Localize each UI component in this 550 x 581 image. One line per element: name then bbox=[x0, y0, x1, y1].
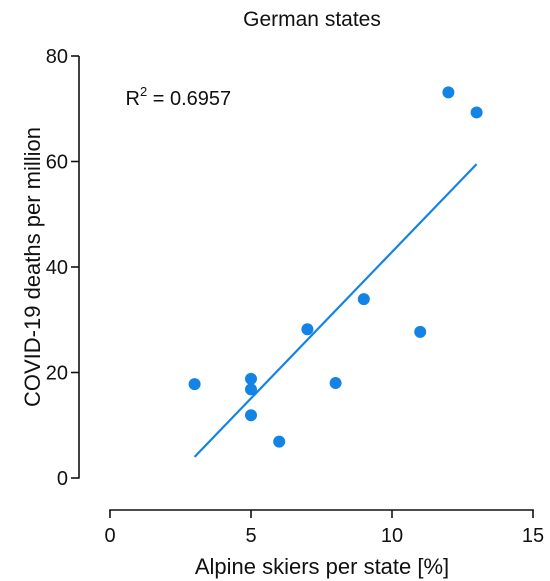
regression-line bbox=[193, 163, 478, 458]
data-point bbox=[245, 383, 257, 396]
r-squared-superscript: 2 bbox=[140, 84, 147, 99]
y-tick-label: 60 bbox=[46, 152, 68, 174]
y-axis-ticks: 0 20 40 60 80 bbox=[46, 46, 79, 490]
x-axis-ticks: 0 5 10 15 bbox=[104, 510, 544, 547]
x-tick-label: 10 bbox=[381, 525, 403, 547]
regression-line-group bbox=[193, 163, 478, 458]
data-point bbox=[273, 435, 286, 448]
data-point bbox=[470, 106, 483, 119]
x-tick-label: 15 bbox=[522, 525, 544, 547]
data-point bbox=[301, 323, 314, 336]
data-point bbox=[245, 409, 257, 422]
y-tick-label: 20 bbox=[46, 363, 68, 385]
chart-title: German states bbox=[243, 8, 381, 31]
x-axis-label: Alpine skiers per state [%] bbox=[195, 554, 449, 579]
y-tick-label: 0 bbox=[57, 468, 68, 490]
data-point bbox=[442, 86, 455, 99]
y-tick-label: 40 bbox=[46, 257, 68, 279]
data-point bbox=[414, 325, 427, 338]
data-point bbox=[329, 377, 342, 390]
x-tick-label: 5 bbox=[245, 525, 256, 547]
data-points bbox=[188, 86, 483, 448]
y-axis-label: COVID-19 deaths per million bbox=[20, 127, 45, 407]
r-squared-annotation: R2 = 0.6957 bbox=[126, 84, 232, 110]
axes bbox=[78, 56, 534, 511]
r-squared-value: = 0.6957 bbox=[147, 88, 231, 110]
x-tick-label: 0 bbox=[104, 525, 115, 547]
data-point bbox=[188, 378, 201, 391]
data-point bbox=[245, 372, 257, 385]
y-tick-label: 80 bbox=[46, 46, 68, 68]
r-squared-symbol: R bbox=[126, 88, 140, 110]
data-point bbox=[357, 293, 370, 306]
